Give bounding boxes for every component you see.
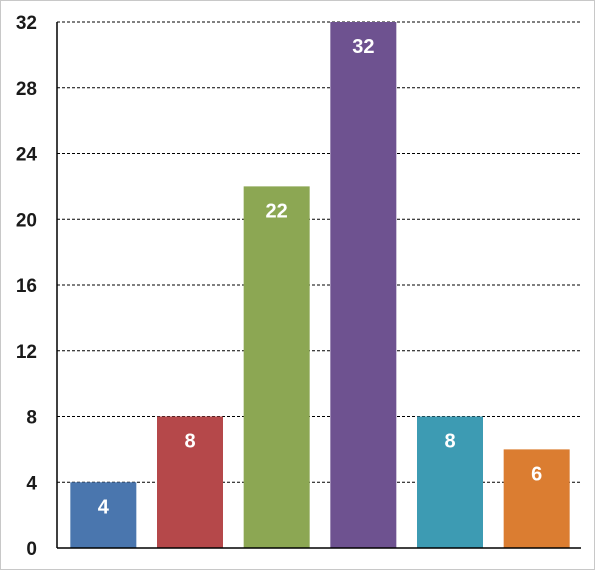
- y-tick-label: 16: [16, 276, 37, 297]
- bar-value-label: 32: [352, 36, 374, 58]
- y-tick-label: 24: [16, 145, 38, 166]
- bar: [157, 416, 223, 548]
- y-tick-label: 0: [26, 539, 37, 560]
- bar: [70, 482, 137, 548]
- y-axis-ticks: 0 4 8 12 16 20 24 28 32: [16, 13, 38, 560]
- y-tick-label: 12: [16, 342, 37, 363]
- bar: [503, 449, 570, 548]
- y-tick-label: 32: [16, 13, 37, 34]
- bar-value-label: 6: [531, 463, 542, 485]
- y-tick-label: 28: [16, 79, 37, 100]
- bar: [243, 186, 310, 548]
- bar-value-label: 8: [444, 431, 455, 453]
- y-tick-label: 20: [16, 210, 37, 231]
- bars: [70, 22, 570, 548]
- bar-value-label: 4: [98, 496, 110, 518]
- bar: [330, 22, 397, 548]
- bar-value-label: 8: [184, 431, 195, 453]
- data-labels: 4 8 22 32 8 6: [98, 36, 542, 518]
- bar: [417, 416, 483, 548]
- gridlines: [57, 21, 581, 483]
- bar-value-label: 22: [266, 200, 288, 222]
- y-tick-label: 8: [26, 408, 37, 429]
- y-tick-label: 4: [26, 473, 37, 494]
